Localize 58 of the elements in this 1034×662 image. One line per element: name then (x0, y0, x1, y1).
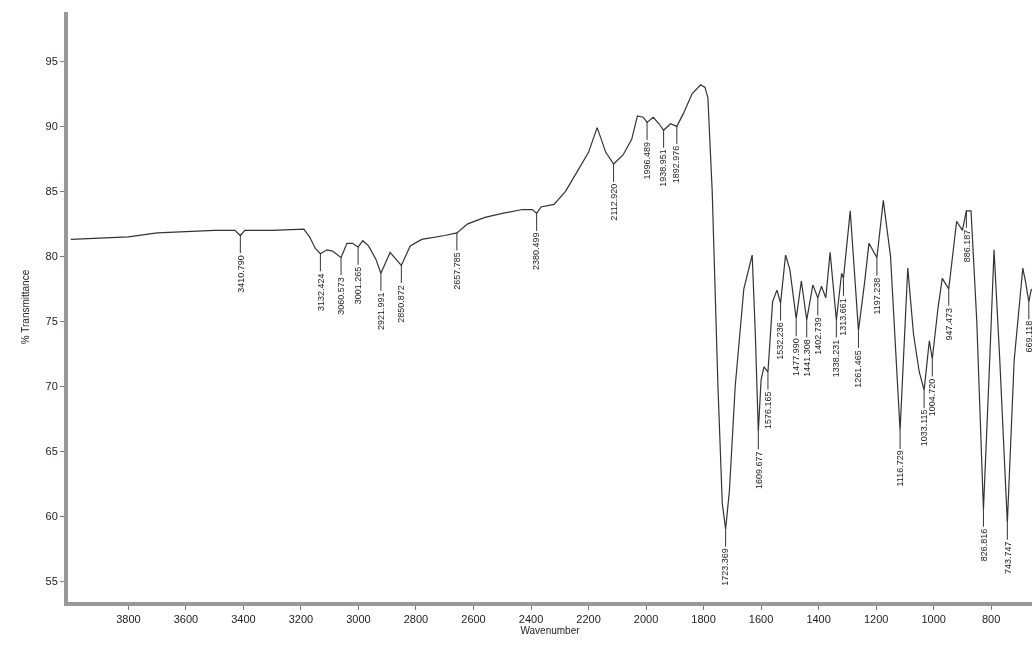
x-tick-label: 3200 (288, 613, 314, 626)
annotation: 886.187 (961, 229, 972, 263)
annotation: 3132.424 (315, 273, 326, 312)
y-tick-label: 85 (45, 185, 58, 198)
annotation: 2112.920 (608, 183, 619, 221)
y-tick-label: 90 (45, 120, 58, 133)
annotation: 947.473 (943, 308, 954, 341)
annotation: 3001.265 (352, 266, 363, 305)
x-tick-label: 1000 (921, 613, 946, 626)
annotation: 1402.739 (812, 317, 823, 355)
annotation: 826.816 (978, 528, 989, 562)
annotation: 1441.308 (801, 339, 812, 377)
annotation: 1033.115 (918, 409, 929, 447)
x-tick-label: 2000 (633, 613, 659, 626)
x-axis-title: Wavenumber (520, 625, 581, 637)
annotation: 1004.720 (927, 378, 938, 417)
annotation: 2921.991 (375, 292, 386, 331)
annotation: 1313.661 (838, 298, 849, 336)
y-tick-label: 60 (45, 510, 58, 523)
x-tick-label: 800 (981, 613, 1001, 626)
x-tick-label: 2200 (576, 613, 601, 626)
y-tick-label: 70 (45, 380, 58, 393)
y-axis-title: % Transmittance (20, 269, 32, 345)
y-tick-label: 65 (45, 445, 58, 458)
y-tick-label: 75 (45, 315, 58, 328)
x-tick-label: 3400 (231, 613, 256, 626)
annotation: 1338.231 (831, 339, 842, 378)
x-tick-label: 1800 (691, 613, 716, 626)
x-tick-label: 3800 (116, 613, 141, 626)
x-tick-label: 1400 (806, 613, 831, 626)
x-tick-label: 3600 (173, 613, 199, 626)
x-tick-label: 2400 (518, 613, 544, 626)
annotation: 1576.165 (762, 391, 773, 429)
x-tick-label: 3000 (346, 613, 371, 626)
annotation: 1938.951 (658, 149, 669, 187)
x-tick-label: 1200 (863, 613, 889, 626)
x-tick-label: 2800 (403, 613, 429, 626)
annotation: 1116.729 (894, 450, 905, 487)
annotation: 1996.489 (641, 141, 652, 180)
annotation: 1609.677 (753, 451, 764, 490)
annotation: 1261.465 (853, 350, 864, 388)
y-tick-label: 95 (45, 55, 58, 68)
annotation: 1723.369 (720, 548, 731, 586)
x-tick-label: 1600 (748, 613, 774, 626)
annotation: 2380.499 (531, 232, 542, 271)
annotation: 743.747 (1002, 541, 1013, 575)
annotation: 2850.872 (395, 285, 406, 323)
y-tick-label: 80 (45, 250, 58, 263)
annotation: 1477.990 (791, 338, 802, 376)
annotation: 2657.785 (451, 252, 462, 290)
y-tick-label: 55 (45, 575, 58, 588)
annotation: 1532.236 (775, 322, 786, 360)
x-tick-label: 2600 (461, 613, 486, 626)
annotation: 3060.573 (336, 277, 347, 315)
annotation: 3410.790 (235, 255, 246, 293)
annotation: 1197.238 (872, 277, 883, 315)
annotation: 669.118 (1024, 320, 1034, 353)
annotation: 1892.976 (671, 145, 682, 184)
